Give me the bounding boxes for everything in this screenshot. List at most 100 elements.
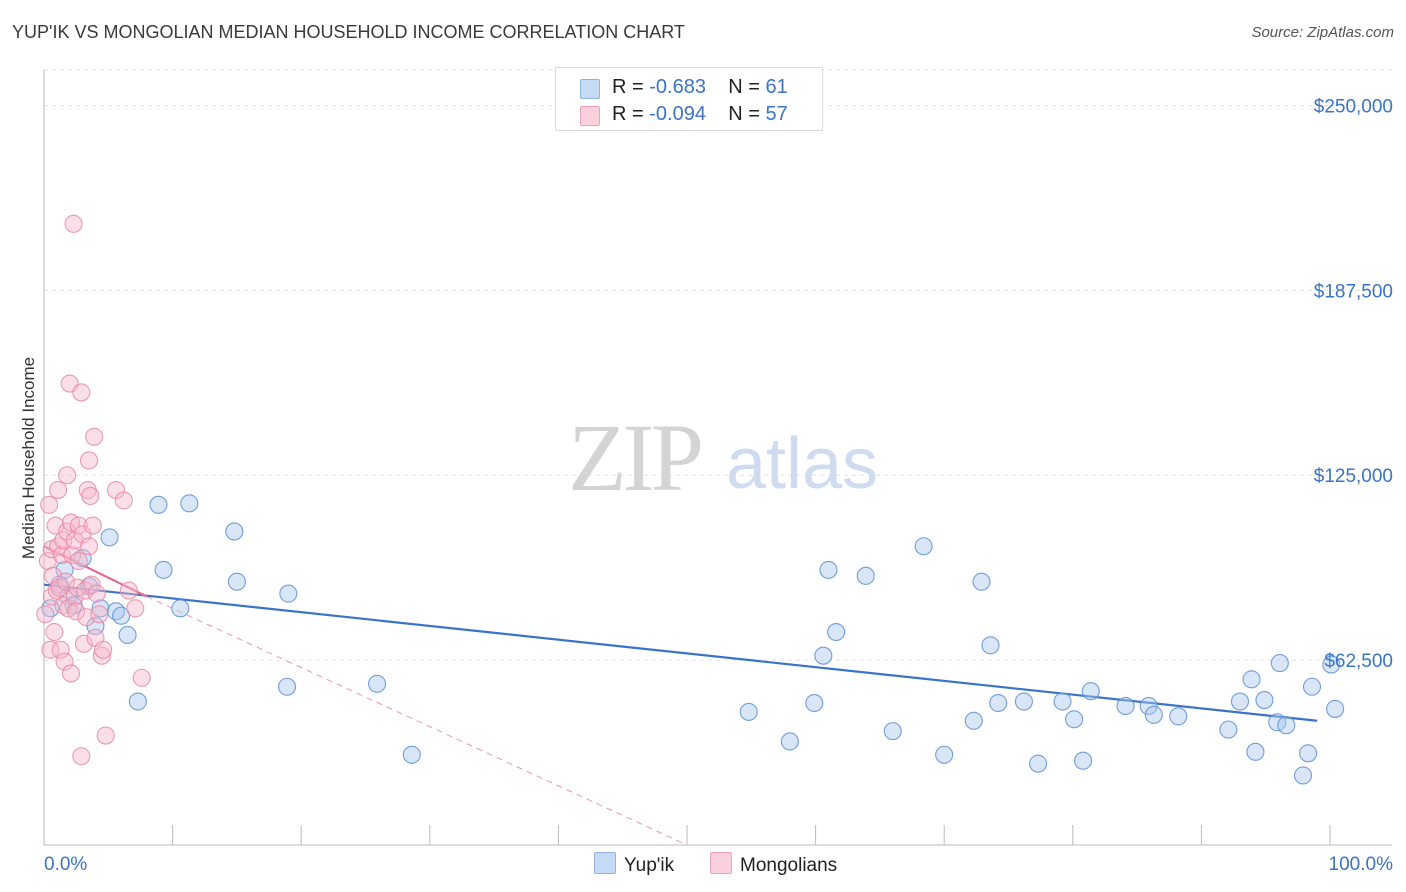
- data-point-yupik-50: [1242, 670, 1261, 689]
- y-tick-label-1: $125,000: [1314, 466, 1393, 487]
- data-point-mongolians-51: [96, 726, 115, 745]
- trend-line-yupik: [43, 583, 1318, 722]
- axes: [43, 70, 1392, 846]
- data-point-yupik-14: [149, 495, 168, 514]
- data-point-yupik-17: [180, 494, 199, 513]
- legend-r-label: R =: [612, 76, 644, 98]
- data-point-yupik-52: [1255, 691, 1274, 710]
- data-point-mongolians-41: [79, 537, 99, 556]
- watermark: ZIP atlas: [568, 404, 878, 511]
- legend-n-value: 61: [765, 76, 788, 98]
- legend-swatch-yupik: [580, 79, 600, 99]
- legend-n-value: 57: [765, 103, 788, 125]
- data-point-yupik-36: [981, 636, 1000, 655]
- data-point-yupik-21: [279, 584, 298, 603]
- x-tick-labels: 0.0% 100.0%: [44, 854, 1393, 875]
- data-point-yupik-46: [1144, 705, 1163, 724]
- data-point-yupik-9: [100, 528, 119, 547]
- data-point-mongolians-2: [40, 495, 59, 514]
- legend-r-value: -0.094: [649, 103, 706, 125]
- data-point-yupik-58: [1302, 677, 1322, 696]
- chart-title: YUP'IK VS MONGOLIAN MEDIAN HOUSEHOLD INC…: [12, 22, 685, 42]
- data-point-mongolians-0: [36, 605, 55, 624]
- data-point-mongolians-44: [83, 516, 102, 535]
- data-point-mongolians-20: [58, 466, 77, 485]
- data-point-yupik-23: [402, 745, 421, 764]
- data-point-yupik-41: [1065, 710, 1084, 729]
- y-tick-labels: $62,500 $125,000 $187,500 $250,000: [1314, 96, 1393, 672]
- legend-n-label: N =: [728, 76, 760, 98]
- data-point-mongolians-14: [52, 546, 72, 565]
- data-point-yupik-13: [128, 692, 147, 711]
- data-point-yupik-24: [739, 702, 758, 721]
- bottom-legend-swatch-mongolians: [710, 852, 732, 874]
- data-point-mongolians-18: [56, 572, 75, 591]
- data-point-yupik-33: [935, 745, 954, 764]
- data-point-yupik-60: [1326, 699, 1345, 718]
- data-point-yupik-18: [225, 522, 244, 541]
- data-point-mongolians-52: [106, 480, 126, 500]
- trend-lines: [43, 545, 1318, 846]
- data-point-mongolians-55: [126, 599, 145, 618]
- legend-r-label: R =: [612, 103, 644, 125]
- data-point-yupik-38: [1014, 692, 1033, 711]
- legend-r-value: -0.683: [649, 76, 706, 98]
- watermark-atlas: atlas: [726, 424, 878, 504]
- data-point-yupik-37: [989, 693, 1008, 713]
- bottom-legend-label-mongolians: Mongolians: [740, 855, 838, 876]
- data-point-mongolians-8: [46, 516, 65, 535]
- data-point-mongolians-34: [72, 747, 91, 766]
- data-point-yupik-56: [1293, 766, 1313, 785]
- data-point-mongolians-7: [45, 622, 64, 642]
- legend-swatch-mongolians: [580, 106, 600, 126]
- data-point-mongolians-32: [69, 551, 88, 571]
- bottom-legend-label-yupik: Yup'ik: [624, 855, 675, 876]
- data-point-mongolians-45: [85, 427, 104, 446]
- data-point-yupik-20: [278, 677, 297, 696]
- data-point-yupik-44: [1116, 696, 1135, 716]
- legend-text-mongolians: R = -0.094 N = 57: [612, 103, 788, 126]
- data-point-yupik-45: [1139, 696, 1158, 716]
- data-point-mongolians-29: [67, 602, 86, 621]
- data-point-yupik-42: [1074, 751, 1093, 770]
- bottom-legend-yupik: Yup'ik: [594, 852, 674, 877]
- correlation-legend: R = -0.683 N = 61 R = -0.094 N = 57: [555, 67, 823, 131]
- source-label: Source: ZipAtlas.com: [1251, 24, 1394, 41]
- x-tick-label-0: 0.0%: [44, 854, 87, 875]
- data-point-mongolians-54: [119, 581, 138, 600]
- legend-text-yupik: R = -0.683 N = 61: [612, 76, 788, 99]
- data-point-mongolians-42: [81, 486, 100, 506]
- data-point-yupik-49: [1230, 692, 1250, 711]
- data-point-mongolians-31: [69, 516, 88, 535]
- data-point-yupik-47: [1169, 707, 1188, 726]
- data-point-yupik-29: [827, 622, 846, 642]
- legend-n-label: N =: [728, 103, 760, 125]
- data-point-mongolians-40: [79, 451, 99, 470]
- data-point-mongolians-43: [82, 575, 101, 594]
- data-point-yupik-39: [1029, 754, 1048, 773]
- data-point-yupik-30: [856, 566, 875, 585]
- data-point-yupik-19: [227, 572, 246, 591]
- data-point-mongolians-10: [49, 480, 68, 500]
- data-point-yupik-27: [814, 646, 833, 665]
- data-point-yupik-43: [1081, 682, 1100, 701]
- data-point-yupik-51: [1246, 742, 1265, 761]
- data-point-yupik-11: [112, 606, 131, 625]
- data-point-yupik-54: [1270, 654, 1289, 673]
- data-point-yupik-57: [1299, 744, 1318, 763]
- data-point-yupik-28: [819, 560, 838, 579]
- data-point-mongolians-49: [92, 646, 111, 665]
- data-point-yupik-48: [1219, 720, 1238, 739]
- trend-line-mongolians-extension: [146, 596, 688, 846]
- data-point-mongolians-50: [94, 640, 113, 659]
- data-point-yupik-8: [91, 599, 110, 618]
- data-point-mongolians-56: [132, 668, 151, 687]
- x-ticks: [43, 825, 1331, 845]
- series-mongolians-points: [36, 214, 151, 766]
- data-point-mongolians-48: [90, 605, 109, 624]
- data-point-yupik-22: [368, 674, 387, 693]
- data-point-yupik-16: [171, 599, 190, 618]
- data-point-mongolians-53: [114, 491, 133, 510]
- data-point-yupik-25: [780, 732, 799, 751]
